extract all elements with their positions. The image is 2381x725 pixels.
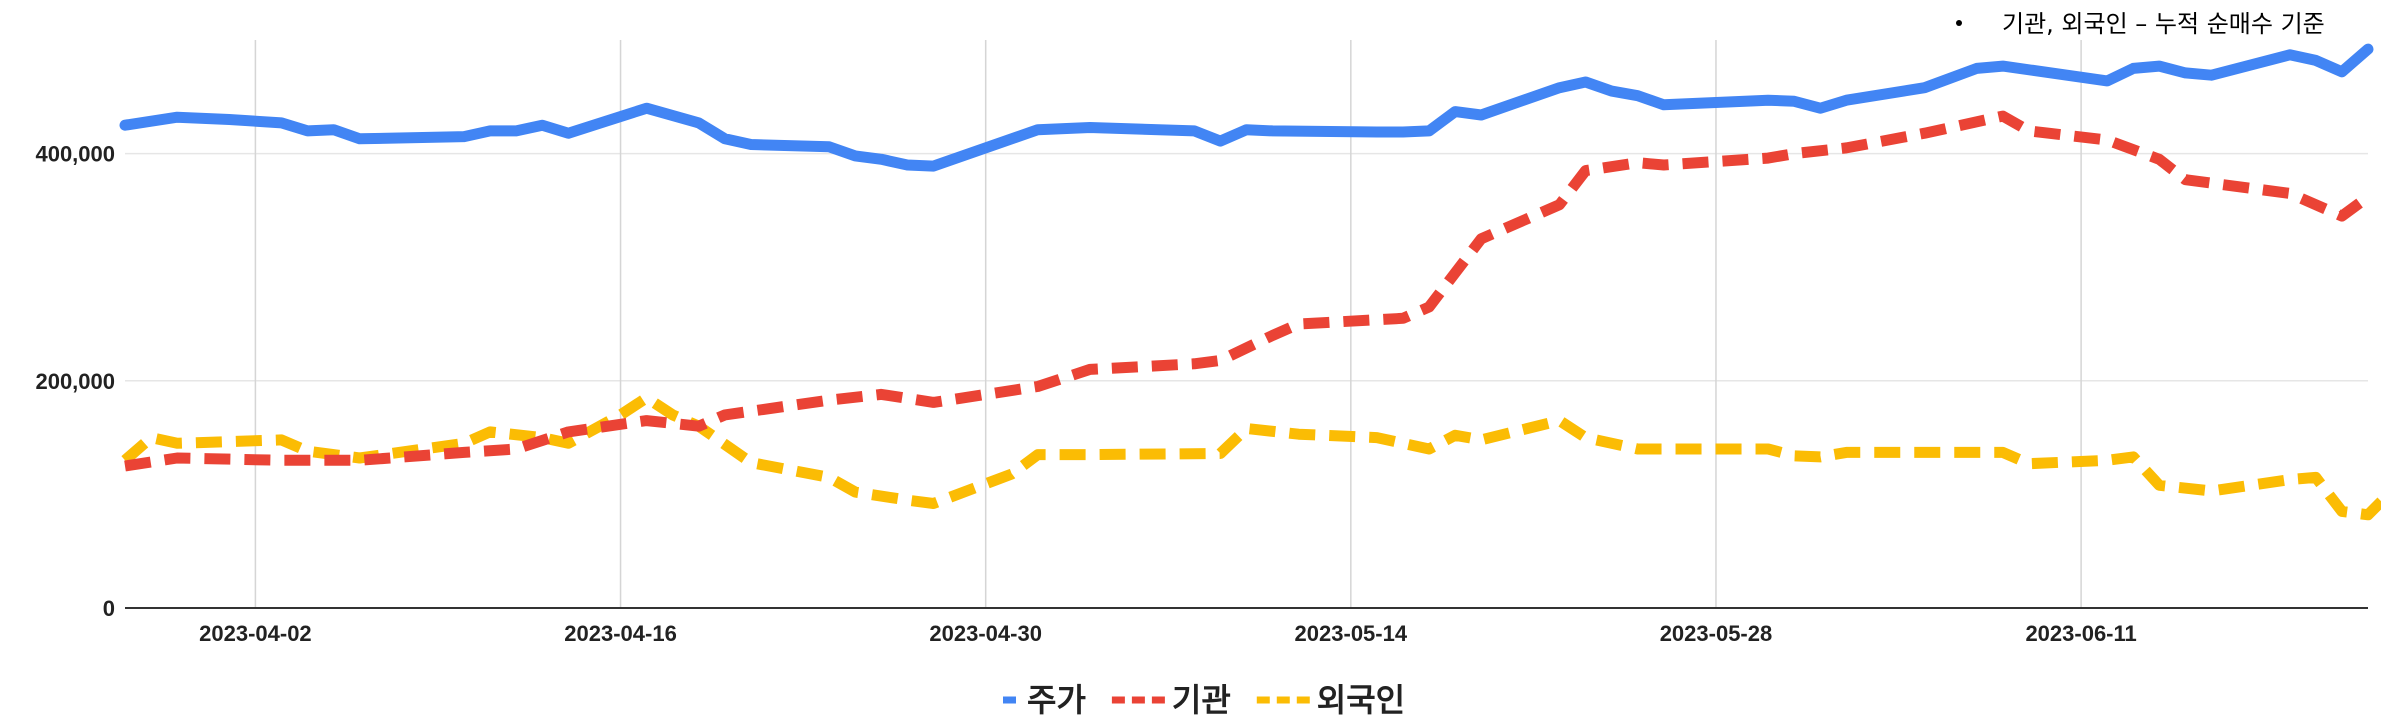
x-tick-label: 2023-04-02 [199, 621, 312, 646]
series-line-2 [121, 392, 2381, 521]
legend-label-0: 주가 [1027, 681, 1086, 719]
x-tick-label: 2023-04-30 [929, 621, 1042, 646]
note-text: 기관, 외국인 – 누적 순매수 기준 [2002, 10, 2325, 38]
legend-label-1: 기관 [1172, 681, 1231, 719]
x-tick-label: 2023-05-28 [1660, 621, 1773, 646]
y-tick-label: 400,000 [35, 142, 115, 167]
series-line-0 [119, 43, 2374, 172]
x-tick-label: 2023-04-16 [564, 621, 677, 646]
series-line-1 [124, 110, 2372, 472]
bullet-icon [1956, 20, 1962, 26]
y-tick-label: 0 [103, 596, 115, 621]
y-tick-label: 200,000 [35, 369, 115, 394]
chart-legend: 주가 기관 외국인 [1003, 681, 1405, 719]
chart-axes: 0 200,000 400,000 2023-04-02 2023-04-16 2023-… [35, 142, 2368, 646]
x-tick-label: 2023-06-11 [2025, 621, 2136, 646]
chart-note: 기관, 외국인 – 누적 순매수 기준 [1956, 4, 2325, 39]
chart-series [119, 43, 2381, 521]
legend-label-2: 외국인 [1317, 681, 1405, 719]
x-tick-label: 2023-05-14 [1295, 621, 1408, 646]
